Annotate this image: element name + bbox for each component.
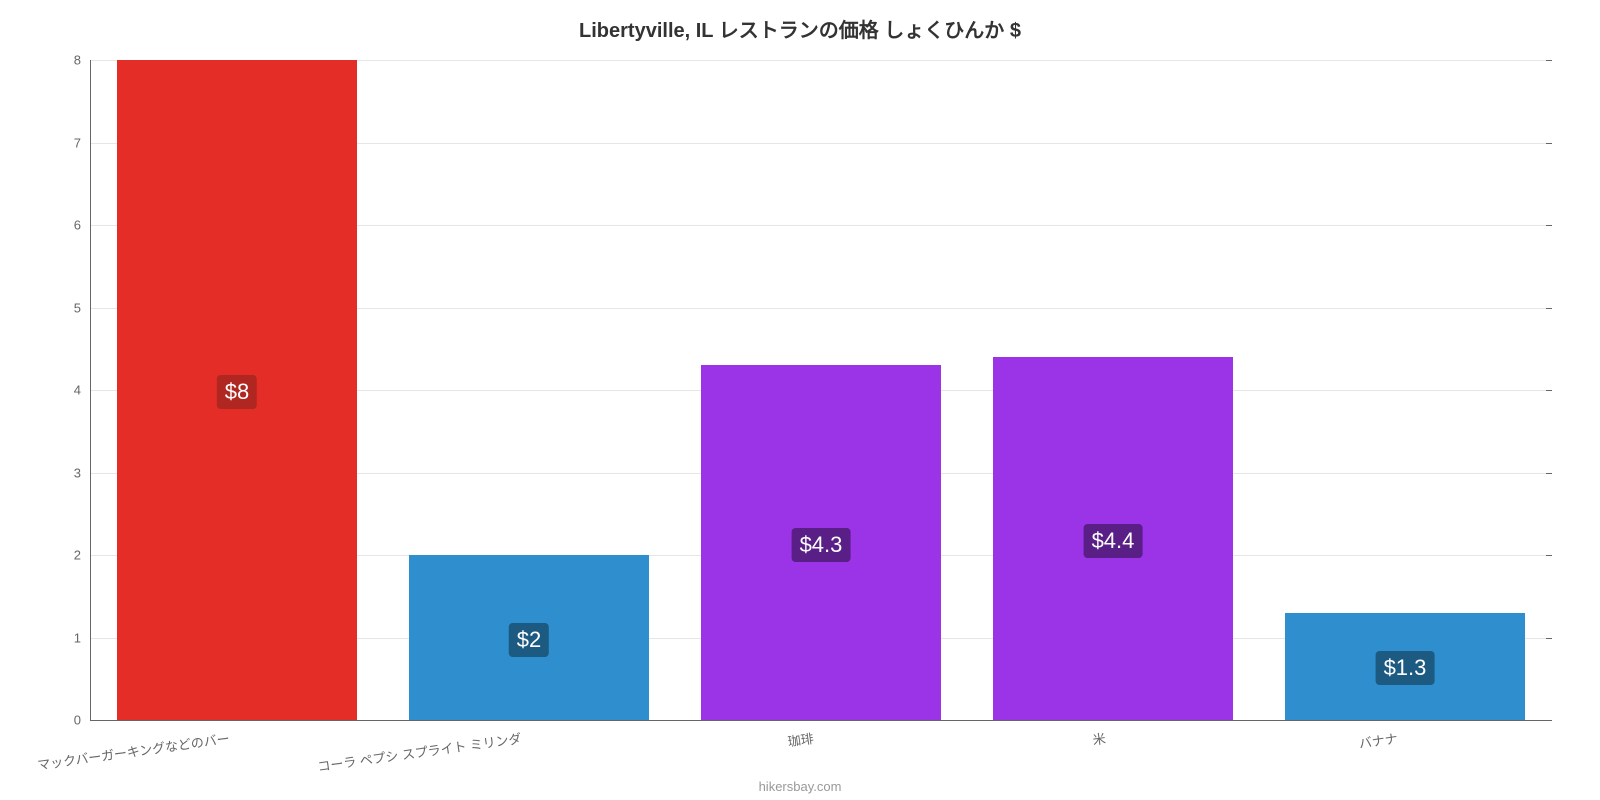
ytick-mark <box>1546 60 1552 61</box>
ytick-mark <box>1546 225 1552 226</box>
xtick-label: 米 <box>1090 720 1107 749</box>
bar-value-label: $8 <box>217 375 257 409</box>
ytick-label: 2 <box>74 548 91 563</box>
ytick-mark <box>1546 555 1552 556</box>
bar: $1.3 <box>1285 613 1524 720</box>
ytick-mark <box>1546 308 1552 309</box>
bar-value-label: $4.3 <box>792 528 851 562</box>
xtick-label: コーラ ペプシ スプライト ミリンダ <box>315 720 523 775</box>
bar-value-label: $4.4 <box>1084 524 1143 558</box>
price-bar-chart: Libertyville, IL レストランの価格 しょくひんか $ 01234… <box>0 0 1600 800</box>
xtick-label: 珈琲 <box>785 720 815 750</box>
chart-credit: hikersbay.com <box>0 779 1600 794</box>
ytick-mark <box>1546 143 1552 144</box>
bar-value-label: $1.3 <box>1376 651 1435 685</box>
ytick-label: 4 <box>74 383 91 398</box>
bar: $4.3 <box>701 365 940 720</box>
ytick-mark <box>1546 390 1552 391</box>
ytick-label: 7 <box>74 135 91 150</box>
bar-value-label: $2 <box>509 623 549 657</box>
bar: $4.4 <box>993 357 1232 720</box>
ytick-label: 3 <box>74 465 91 480</box>
ytick-label: 8 <box>74 53 91 68</box>
ytick-label: 6 <box>74 218 91 233</box>
ytick-label: 0 <box>74 713 91 728</box>
ytick-mark <box>1546 720 1552 721</box>
bar: $8 <box>117 60 356 720</box>
bar: $2 <box>409 555 648 720</box>
ytick-label: 5 <box>74 300 91 315</box>
plot-area: 012345678$8マックバーガーキングなどのバー$2コーラ ペプシ スプライ… <box>90 60 1551 721</box>
xtick-label: バナナ <box>1356 720 1398 752</box>
ytick-mark <box>1546 638 1552 639</box>
xtick-label: マックバーガーキングなどのバー <box>35 720 231 774</box>
ytick-mark <box>1546 473 1552 474</box>
chart-title: Libertyville, IL レストランの価格 しょくひんか $ <box>0 14 1600 43</box>
ytick-label: 1 <box>74 630 91 645</box>
